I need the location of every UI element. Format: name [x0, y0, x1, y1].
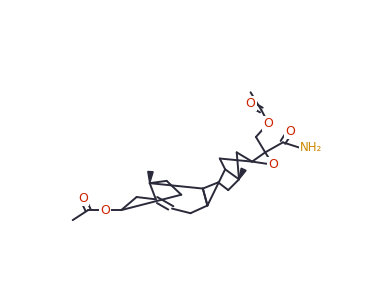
Text: O: O	[268, 158, 278, 171]
Text: O: O	[263, 117, 273, 130]
Text: NH₂: NH₂	[300, 141, 322, 154]
Text: O: O	[245, 97, 256, 110]
Text: O: O	[285, 125, 295, 138]
Polygon shape	[148, 171, 153, 183]
Text: O: O	[78, 192, 88, 205]
Text: O: O	[100, 204, 110, 217]
Polygon shape	[239, 168, 246, 179]
